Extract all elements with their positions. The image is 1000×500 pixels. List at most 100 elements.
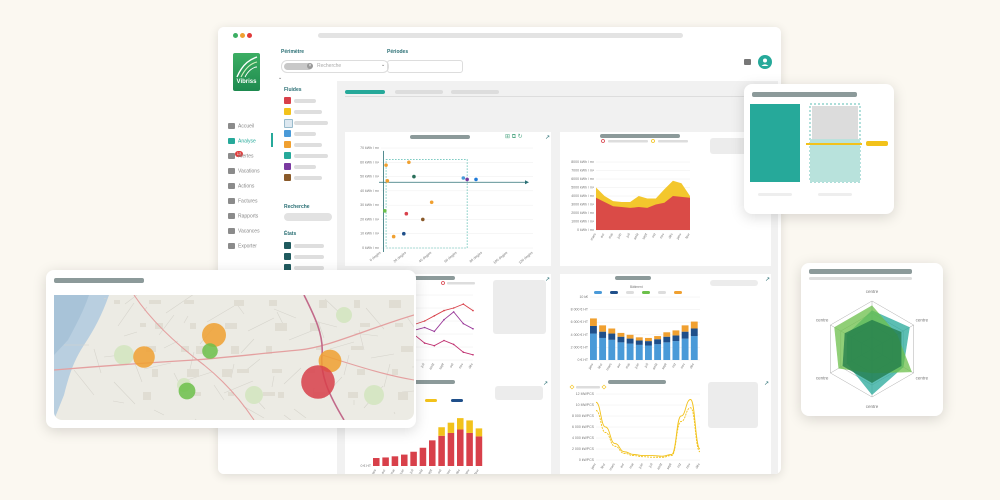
bar-segment <box>690 336 698 360</box>
y-tick-label: 70 kWh / m² <box>360 146 380 150</box>
expand-icon[interactable]: ↗ <box>764 381 770 387</box>
tab-2[interactable] <box>395 90 443 94</box>
legend-marker <box>601 139 605 143</box>
building-block <box>360 323 370 327</box>
periodes-label: Périodes <box>387 49 409 55</box>
legend-box <box>495 386 543 400</box>
fluid-label <box>294 121 328 125</box>
x-tick-label: oct <box>651 232 657 238</box>
fluid-checkbox[interactable] <box>284 174 291 181</box>
fluid-checkbox[interactable] <box>284 141 291 148</box>
window-dot-green[interactable] <box>233 33 238 38</box>
street <box>271 375 275 388</box>
scatter-point <box>383 209 387 213</box>
etat-checkbox[interactable] <box>284 253 291 260</box>
y-tick-label: 10 MWPCS <box>576 403 595 407</box>
bar-segment <box>672 335 680 342</box>
sidebar-item-analyse[interactable]: Analyse <box>228 138 274 148</box>
sidebar-item-accueil[interactable]: Accueil <box>228 123 274 133</box>
sidebar-item-alertes[interactable]: Alertes <box>228 153 274 163</box>
scatter-point <box>404 211 409 216</box>
etat-checkbox[interactable] <box>284 264 291 271</box>
sidebar-item-vacations[interactable]: Vacations <box>228 168 274 178</box>
tab-active[interactable] <box>345 90 385 94</box>
line-series <box>414 334 474 356</box>
sidebar-item-actions[interactable]: Actions <box>228 183 274 193</box>
bar-segment <box>617 336 625 343</box>
window-dot-orange[interactable] <box>240 33 245 38</box>
city-map[interactable] <box>54 295 414 420</box>
x-tick-label: août <box>633 232 640 240</box>
chevron-down-icon[interactable]: ⌄ <box>381 62 386 68</box>
recherche-input[interactable] <box>284 213 332 221</box>
legend-marker <box>642 291 650 294</box>
bar-segment <box>457 418 464 430</box>
building-block <box>222 369 232 377</box>
x-tick-label: 100 degjes <box>493 251 509 265</box>
x-tick-label: déc <box>468 362 474 369</box>
bell-icon <box>228 153 235 159</box>
street <box>383 363 391 388</box>
legend-label <box>576 386 600 389</box>
legend-marker <box>594 291 602 294</box>
fluid-checkbox[interactable] <box>284 97 291 104</box>
sidebar-item-vacances[interactable]: Vacances <box>228 228 274 238</box>
building-block <box>316 346 322 350</box>
building-block <box>348 392 358 398</box>
x-tick-label: sept <box>661 362 668 370</box>
collapse-chevron-icon[interactable]: ⌄ <box>278 75 283 81</box>
park-area <box>336 307 352 323</box>
user-avatar[interactable] <box>758 55 772 69</box>
fluid-checkbox[interactable] <box>284 130 291 137</box>
selected-chip[interactable] <box>284 63 312 70</box>
sidebar-item-label: Factures <box>238 198 258 205</box>
expand-icon[interactable]: ↗ <box>545 135 551 141</box>
y-tick-label: 10 k€ <box>579 295 588 299</box>
fluid-checkbox[interactable] <box>284 119 293 128</box>
line-point <box>433 330 436 333</box>
fluid-checkbox[interactable] <box>284 108 291 115</box>
home-icon <box>228 123 235 129</box>
y-tick-label: 0 € HT <box>360 464 371 468</box>
bar-segment <box>672 330 680 336</box>
perimetre-select[interactable]: × Recherche ⌄ <box>281 60 389 73</box>
fluid-checkbox[interactable] <box>284 163 291 170</box>
bar-segment <box>608 339 616 360</box>
bar-segment <box>626 343 634 360</box>
expand-icon[interactable]: ↗ <box>545 277 551 283</box>
window-dot-red[interactable] <box>247 33 252 38</box>
calendar-icon <box>228 168 235 174</box>
bar-b <box>810 139 860 182</box>
building-block <box>266 346 272 354</box>
fluid-label <box>294 154 328 158</box>
x-tick-label: juin <box>637 462 644 470</box>
street <box>370 353 395 359</box>
panel-tools-icon[interactable]: ⊞ ⧉ ↻ <box>505 134 523 140</box>
y-tick-label: 2000 kWh / m² <box>571 211 595 215</box>
expand-icon[interactable]: ↗ <box>765 277 771 283</box>
x-tick-label: avr <box>616 362 622 369</box>
briefcase-icon[interactable] <box>744 59 751 65</box>
sidebar-item-exporter[interactable]: Exporter <box>228 243 274 253</box>
etat-checkbox[interactable] <box>284 242 291 249</box>
app-logo[interactable]: Vibriss <box>233 53 260 91</box>
street <box>113 381 136 405</box>
bar-segment <box>690 321 698 329</box>
building-block <box>389 300 401 308</box>
sidebar-item-rapports[interactable]: Rapports <box>228 213 274 223</box>
expand-icon[interactable]: ↗ <box>543 381 549 387</box>
clear-icon[interactable]: × <box>307 63 313 69</box>
address-bar[interactable] <box>318 33 683 38</box>
periodes-input[interactable] <box>387 60 463 73</box>
fluid-checkbox[interactable] <box>284 152 291 159</box>
fluid-label <box>294 132 316 136</box>
bar-segment <box>645 345 652 360</box>
building-block <box>392 369 398 375</box>
sidebar-item-factures[interactable]: Factures <box>228 198 274 208</box>
legend-marker <box>441 281 445 285</box>
card-title <box>809 269 912 274</box>
tab-3[interactable] <box>451 90 499 94</box>
street <box>242 405 265 419</box>
park-area <box>114 345 134 365</box>
bar-segment <box>410 451 417 466</box>
